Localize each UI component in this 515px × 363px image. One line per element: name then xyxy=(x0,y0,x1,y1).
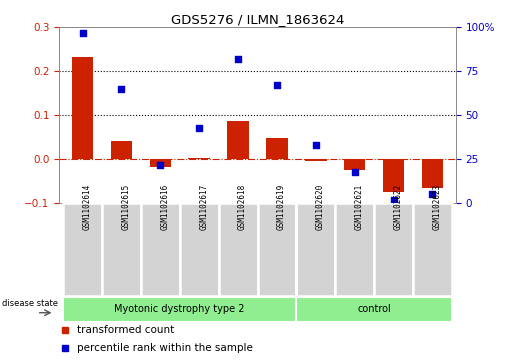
Bar xyxy=(305,159,327,162)
Text: GSM1102614: GSM1102614 xyxy=(82,184,92,230)
Bar xyxy=(258,203,296,296)
Bar xyxy=(383,159,404,192)
Point xyxy=(273,82,281,88)
Bar xyxy=(72,57,93,159)
Bar xyxy=(180,203,219,296)
Text: GSM1102621: GSM1102621 xyxy=(355,184,364,230)
Text: GSM1102622: GSM1102622 xyxy=(393,184,403,230)
Text: GSM1102615: GSM1102615 xyxy=(122,184,130,230)
Bar xyxy=(63,203,102,296)
Point xyxy=(117,86,126,92)
Bar xyxy=(266,138,288,159)
Bar xyxy=(413,203,452,296)
Bar xyxy=(296,297,452,322)
Text: transformed count: transformed count xyxy=(77,325,174,335)
Text: control: control xyxy=(357,305,391,314)
Title: GDS5276 / ILMN_1863624: GDS5276 / ILMN_1863624 xyxy=(171,13,344,26)
Text: GSM1102616: GSM1102616 xyxy=(160,184,169,230)
Bar xyxy=(296,203,335,296)
Bar xyxy=(335,203,374,296)
Point xyxy=(195,125,203,130)
Point xyxy=(428,192,437,197)
Bar xyxy=(141,203,180,296)
Text: GSM1102623: GSM1102623 xyxy=(433,184,441,230)
Point xyxy=(312,142,320,148)
Bar xyxy=(219,203,258,296)
Point xyxy=(234,56,242,62)
Point xyxy=(389,197,398,203)
Bar xyxy=(102,203,141,296)
Text: Myotonic dystrophy type 2: Myotonic dystrophy type 2 xyxy=(114,305,245,314)
Bar xyxy=(227,121,249,159)
Point xyxy=(156,162,164,167)
Bar xyxy=(188,158,210,159)
Text: GSM1102620: GSM1102620 xyxy=(316,184,325,230)
Text: percentile rank within the sample: percentile rank within the sample xyxy=(77,343,253,352)
Text: GSM1102619: GSM1102619 xyxy=(277,184,286,230)
Point xyxy=(351,169,359,175)
Bar xyxy=(344,159,365,170)
Bar xyxy=(63,297,296,322)
Bar xyxy=(422,159,443,188)
Text: disease state: disease state xyxy=(3,299,58,308)
Text: GSM1102618: GSM1102618 xyxy=(238,184,247,230)
Bar xyxy=(150,159,171,167)
Bar xyxy=(374,203,413,296)
Point xyxy=(78,30,87,36)
Bar xyxy=(111,141,132,159)
Text: GSM1102617: GSM1102617 xyxy=(199,184,208,230)
